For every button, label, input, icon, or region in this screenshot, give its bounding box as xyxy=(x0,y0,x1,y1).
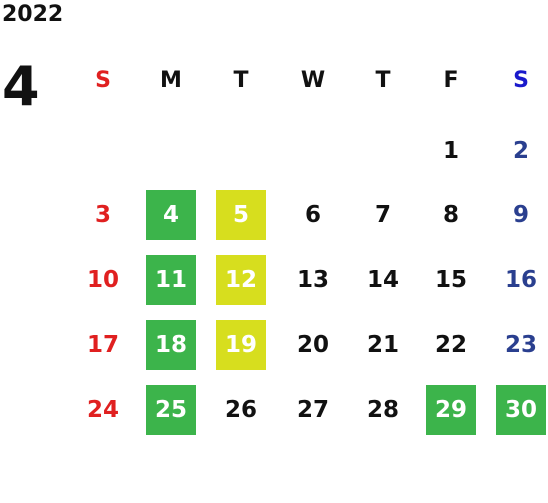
day-26[interactable]: 26 xyxy=(224,396,257,423)
day-17[interactable]: 17 xyxy=(86,331,119,358)
day-4[interactable]: 4 xyxy=(146,190,196,240)
day-3[interactable]: 3 xyxy=(94,201,111,228)
day-9[interactable]: 9 xyxy=(512,201,529,228)
day-2[interactable]: 2 xyxy=(512,137,529,164)
day-18[interactable]: 18 xyxy=(146,320,196,370)
day-24[interactable]: 24 xyxy=(86,396,119,423)
weekday-tuesday: T xyxy=(233,68,249,93)
day-20[interactable]: 20 xyxy=(296,331,329,358)
day-21[interactable]: 21 xyxy=(366,331,399,358)
day-25[interactable]: 25 xyxy=(146,385,196,435)
day-8[interactable]: 8 xyxy=(442,201,459,228)
day-1[interactable]: 1 xyxy=(442,137,459,164)
day-14[interactable]: 14 xyxy=(366,266,399,293)
weekday-friday: F xyxy=(443,68,459,93)
day-29[interactable]: 29 xyxy=(426,385,476,435)
weekday-wednesday: W xyxy=(300,68,326,93)
day-15[interactable]: 15 xyxy=(434,266,467,293)
day-28[interactable]: 28 xyxy=(366,396,399,423)
day-7[interactable]: 7 xyxy=(374,201,391,228)
year-label: 2022 xyxy=(2,2,64,27)
day-16[interactable]: 16 xyxy=(504,266,537,293)
day-5[interactable]: 5 xyxy=(216,190,266,240)
weekday-monday: M xyxy=(160,68,182,93)
day-27[interactable]: 27 xyxy=(296,396,329,423)
day-19[interactable]: 19 xyxy=(216,320,266,370)
day-11[interactable]: 11 xyxy=(146,255,196,305)
day-13[interactable]: 13 xyxy=(296,266,329,293)
day-10[interactable]: 10 xyxy=(86,266,119,293)
day-30[interactable]: 30 xyxy=(496,385,546,435)
day-12[interactable]: 12 xyxy=(216,255,266,305)
day-23[interactable]: 23 xyxy=(504,331,537,358)
month-number: 4 xyxy=(2,55,40,118)
weekday-sunday: S xyxy=(95,68,111,93)
day-6[interactable]: 6 xyxy=(304,201,321,228)
weekday-thursday: T xyxy=(375,68,391,93)
day-22[interactable]: 22 xyxy=(434,331,467,358)
weekday-saturday: S xyxy=(513,68,529,93)
